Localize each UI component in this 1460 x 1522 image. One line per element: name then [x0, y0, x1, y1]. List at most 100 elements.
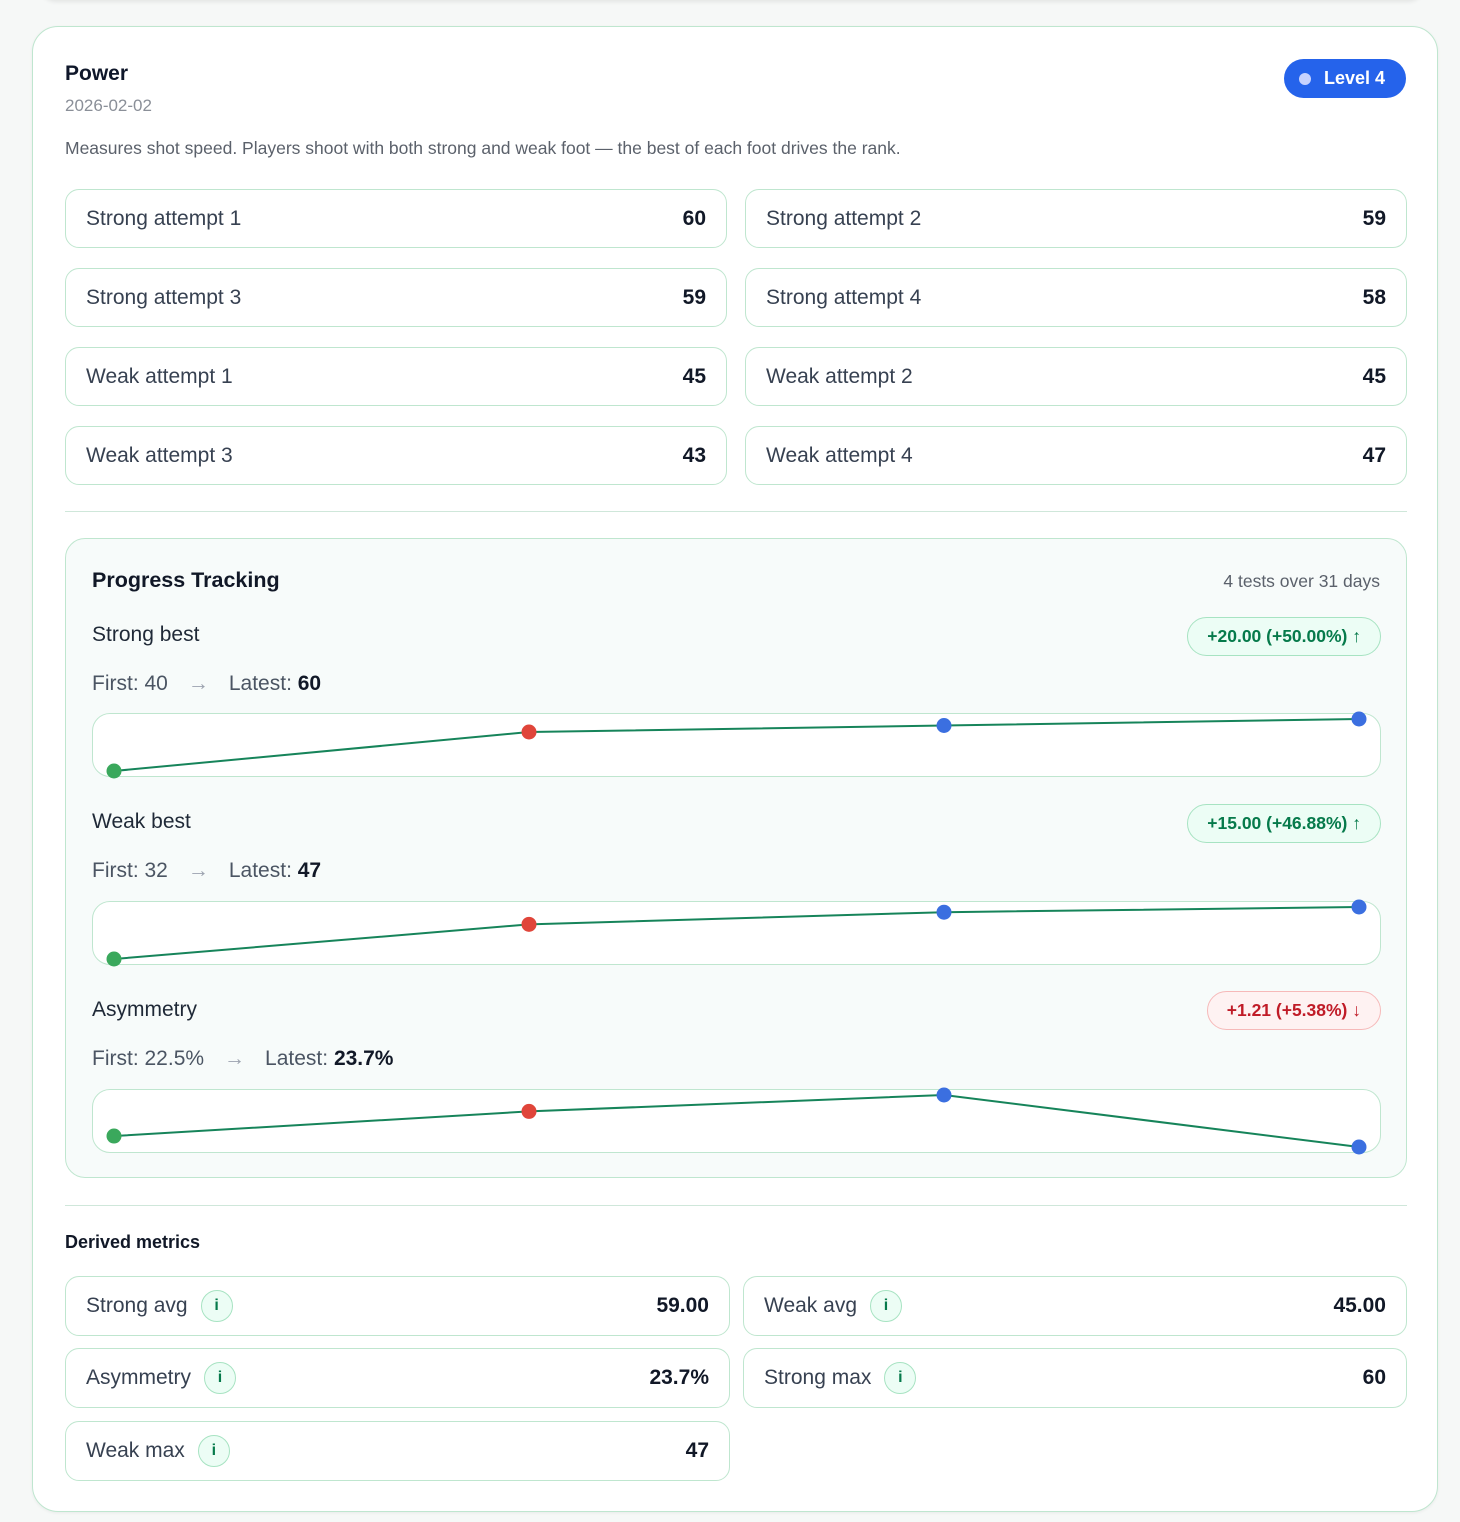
sparkline-frame [92, 713, 1381, 777]
arrow-right-icon: → [224, 1047, 246, 1070]
attempt-value: 58 [1362, 285, 1386, 309]
latest-value: 60 [297, 672, 322, 695]
info-icon[interactable]: i [200, 1290, 233, 1322]
derived-asymmetry: Asymmetry i 23.7% [65, 1348, 730, 1408]
info-icon[interactable]: i [870, 1290, 902, 1322]
attempt-label: Strong attempt 2 [766, 206, 922, 230]
section-divider [65, 511, 1407, 512]
attempt-weak-4: Weak attempt 4 47 [745, 426, 1407, 485]
metric-name-strong-best: Strong best [92, 623, 200, 646]
derived-strong-avg: Strong avg i 59.00 [65, 1276, 730, 1336]
sparkline-path [113, 718, 1360, 772]
delta-badge-strong-best: +20.00 (+50.00%) ↑ [1187, 617, 1381, 656]
attempt-strong-4: Strong attempt 4 58 [745, 268, 1407, 327]
attempt-strong-2: Strong attempt 2 59 [745, 189, 1407, 248]
attempt-weak-1: Weak attempt 1 45 [65, 347, 727, 406]
attempt-label: Weak attempt 1 [86, 364, 233, 388]
sparkline-point[interactable] [936, 718, 952, 733]
derived-label: Weak max [86, 1439, 185, 1462]
attempt-value: 59 [1362, 206, 1386, 230]
latest-value: 23.7% [333, 1047, 394, 1070]
info-icon[interactable]: i [204, 1362, 236, 1394]
sparkline-path [113, 906, 1360, 960]
delta-badge-asymmetry: +1.21 (+5.38%) ↓ [1206, 991, 1381, 1030]
level-label: Level 4 [1324, 68, 1386, 88]
first-value: 32 [144, 859, 168, 882]
sparkline-frame [92, 1089, 1381, 1153]
section-divider [65, 1205, 1407, 1206]
attempt-value: 43 [682, 443, 706, 467]
first-prefix: First: [92, 1047, 139, 1070]
sparkline-asymmetry [106, 1087, 1367, 1155]
arrow-right-icon: → [187, 672, 209, 695]
attempt-value: 47 [1362, 443, 1386, 467]
attempt-weak-2: Weak attempt 2 45 [745, 347, 1407, 406]
derived-strong-max: Strong max i 60 [743, 1348, 1407, 1408]
attempt-value: 45 [1362, 364, 1386, 388]
metric-name-asymmetry: Asymmetry [92, 998, 197, 1021]
sparkline-point[interactable] [1351, 1139, 1367, 1155]
attempt-label: Strong attempt 4 [766, 285, 922, 309]
first-value: 40 [144, 672, 168, 695]
test-title: Power [65, 62, 129, 85]
derived-metrics-title: Derived metrics [65, 1232, 201, 1252]
derived-value: 45.00 [1333, 1294, 1386, 1317]
info-icon[interactable]: i [197, 1435, 230, 1467]
derived-value: 23.7% [649, 1366, 709, 1389]
test-description: Measures shot speed. Players shoot with … [65, 138, 901, 158]
attempt-label: Weak attempt 3 [86, 443, 233, 467]
attempt-value: 60 [682, 206, 706, 230]
sparkline-point[interactable] [936, 1087, 952, 1103]
sparkline-point[interactable] [1351, 711, 1367, 727]
arrow-right-icon: → [187, 859, 209, 882]
sparkline-point[interactable] [106, 763, 122, 779]
sparkline-frame [92, 901, 1381, 965]
derived-value: 59.00 [656, 1294, 709, 1317]
progress-title: Progress Tracking [92, 568, 280, 592]
attempt-strong-1: Strong attempt 1 60 [65, 189, 727, 248]
attempt-label: Weak attempt 2 [766, 364, 913, 388]
first-latest-asymmetry: First: 22.5% → Latest: 23.7% [92, 1047, 393, 1071]
derived-value: 60 [1362, 1366, 1386, 1389]
latest-value: 47 [297, 859, 322, 882]
progress-summary: 4 tests over 31 days [1223, 571, 1380, 591]
test-date: 2026-02-02 [65, 96, 152, 115]
sparkline-point[interactable] [1351, 899, 1367, 915]
latest-prefix: Latest: [265, 1047, 329, 1070]
derived-value: 47 [685, 1439, 709, 1462]
derived-label: Weak avg [764, 1294, 857, 1317]
first-prefix: First: [92, 672, 139, 695]
first-latest-weak-best: First: 32 → Latest: 47 [92, 859, 321, 883]
sparkline-point[interactable] [106, 951, 122, 967]
sparkline-point[interactable] [521, 724, 537, 740]
sparkline-point[interactable] [521, 1103, 537, 1119]
attempt-weak-3: Weak attempt 3 43 [65, 426, 727, 485]
level-badge: Level 4 [1284, 59, 1406, 98]
delta-badge-weak-best: +15.00 (+46.88%) ↑ [1187, 804, 1381, 843]
attempt-label: Strong attempt 3 [86, 285, 242, 309]
sparkline-point[interactable] [106, 1128, 122, 1144]
sparkline-path [113, 1093, 1360, 1148]
level-dot-icon [1299, 72, 1311, 85]
first-value: 22.5% [144, 1047, 205, 1070]
first-latest-strong-best: First: 40 → Latest: 60 [92, 672, 321, 696]
attempt-label: Strong attempt 1 [86, 206, 242, 230]
metric-name-weak-best: Weak best [92, 810, 191, 833]
info-icon[interactable]: i [884, 1362, 917, 1394]
sparkline-point[interactable] [936, 904, 952, 920]
derived-label: Strong avg [86, 1294, 188, 1317]
derived-weak-avg: Weak avg i 45.00 [743, 1276, 1407, 1336]
first-prefix: First: [92, 859, 139, 882]
derived-label: Strong max [764, 1366, 872, 1389]
latest-prefix: Latest: [228, 859, 292, 882]
derived-weak-max: Weak max i 47 [65, 1421, 730, 1481]
sparkline-strong-best [106, 711, 1367, 779]
attempt-strong-3: Strong attempt 3 59 [65, 268, 727, 327]
sparkline-point[interactable] [521, 916, 537, 932]
attempt-value: 59 [682, 285, 706, 309]
derived-label: Asymmetry [86, 1366, 191, 1389]
latest-prefix: Latest: [228, 672, 292, 695]
sparkline-weak-best [106, 899, 1367, 967]
attempt-label: Weak attempt 4 [766, 443, 913, 467]
power-test-card: Power 2026-02-02 Level 4 Measures shot s… [32, 26, 1438, 1512]
